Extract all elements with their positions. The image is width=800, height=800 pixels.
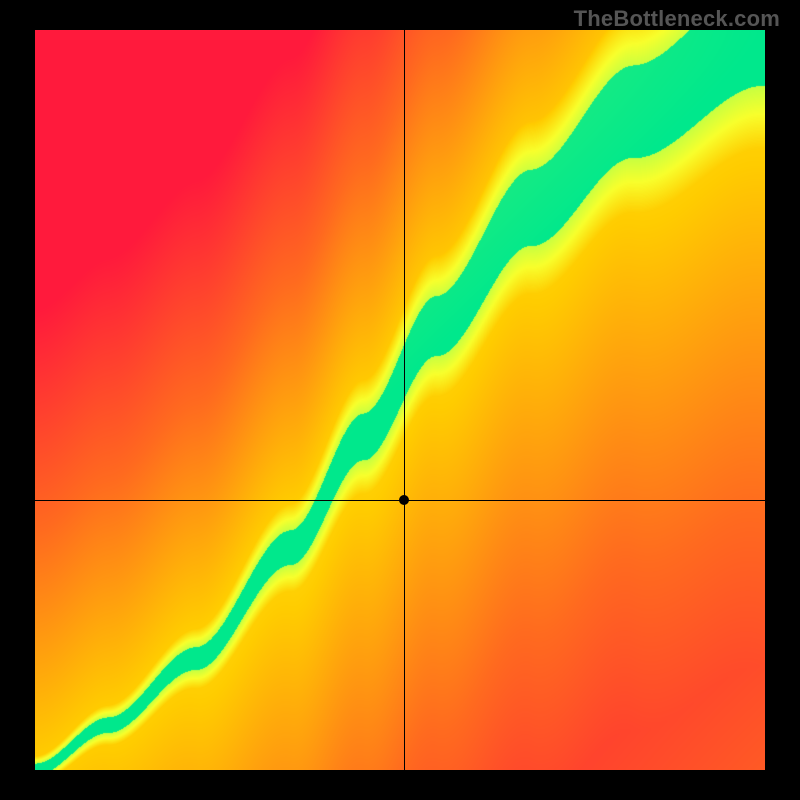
chart-container: { "watermark": "TheBottleneck.com", "plo… (0, 0, 800, 800)
bottleneck-heatmap (35, 30, 765, 770)
crosshair-marker (399, 495, 409, 505)
watermark-text: TheBottleneck.com (574, 6, 780, 32)
crosshair-vertical (404, 30, 405, 770)
